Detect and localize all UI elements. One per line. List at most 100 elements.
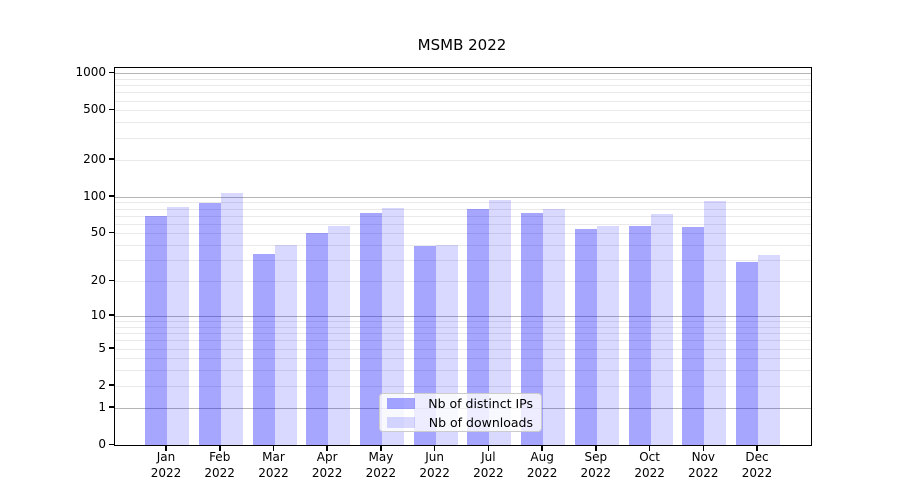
bar-may-distinct-ips	[359, 212, 382, 445]
x-tick-label-sep: Sep 2022	[580, 450, 612, 480]
bar-dec-distinct-ips	[736, 261, 758, 445]
bar-feb-downloads	[220, 193, 243, 445]
y-tick-label-50: 50	[90, 225, 106, 240]
minor-gridline-90	[115, 202, 811, 204]
x-tick-label-jan: Jan 2022	[150, 450, 182, 480]
y-tick-label-20: 20	[90, 273, 106, 288]
minor-gridline-8	[115, 326, 811, 328]
minor-gridline-700	[115, 92, 811, 94]
minor-gridline-30	[115, 260, 811, 262]
y-tick-label-1: 1	[98, 399, 106, 414]
bar-may-downloads	[381, 207, 404, 445]
y-tick-mark-500	[109, 108, 114, 111]
x-tick-label-oct: Oct 2022	[634, 450, 665, 480]
bar-jan-downloads	[167, 206, 189, 445]
minor-gridline-20	[115, 281, 811, 283]
y-tick-label-10: 10	[90, 307, 106, 322]
y-tick-mark-0	[109, 443, 114, 445]
bar-sep-distinct-ips	[574, 229, 597, 445]
bar-oct-downloads	[650, 214, 673, 445]
y-tick-mark-5	[109, 347, 114, 349]
x-tick-label-mar: Mar 2022	[258, 450, 289, 480]
minor-gridline-900	[115, 78, 811, 80]
x-tick-label-jun: Jun 2022	[419, 450, 450, 480]
bar-mar-downloads	[274, 245, 297, 445]
minor-gridline-7	[115, 333, 811, 335]
x-tick-mark-nov	[702, 445, 704, 451]
y-tick-mark-1	[109, 406, 114, 408]
minor-gridline-300	[115, 137, 811, 139]
y-tick-label-5: 5	[98, 340, 106, 355]
x-tick-mark-jul	[487, 445, 490, 451]
x-tick-mark-jun	[433, 445, 436, 451]
y-tick-mark-1000	[109, 71, 114, 74]
x-tick-mark-jan	[165, 445, 167, 451]
bar-jan-distinct-ips	[145, 215, 167, 445]
bar-jul-downloads	[489, 200, 512, 445]
x-tick-label-nov: Nov 2022	[688, 450, 719, 480]
legend: Nb of distinct IPs Nb of downloads	[379, 393, 542, 432]
bar-apr-downloads	[328, 226, 351, 445]
y-tick-mark-10	[109, 314, 114, 316]
bar-jul-distinct-ips	[467, 208, 490, 445]
legend-swatch-downloads	[387, 416, 415, 428]
y-tick-mark-100	[109, 195, 114, 197]
legend-label-downloads: Nb of downloads	[428, 414, 533, 430]
y-tick-mark-2	[109, 384, 114, 386]
y-tick-mark-20	[109, 279, 114, 282]
minor-gridline-4	[115, 358, 811, 360]
x-tick-mark-apr	[326, 445, 328, 451]
x-tick-mark-mar	[272, 445, 275, 451]
bar-nov-downloads	[704, 201, 727, 445]
bar-dec-downloads	[758, 255, 780, 445]
bar-aug-distinct-ips	[521, 212, 544, 445]
plot-area: Nb of distinct IPs Nb of downloads	[114, 67, 812, 446]
y-tick-label-100: 100	[83, 188, 106, 203]
minor-gridline-200	[115, 159, 811, 161]
bar-aug-downloads	[543, 208, 566, 445]
minor-gridline-6	[115, 340, 811, 342]
x-tick-label-jul: Jul 2022	[473, 450, 504, 480]
x-tick-mark-dec	[756, 445, 758, 451]
legend-swatch-distinct-ips	[387, 397, 415, 409]
x-tick-label-feb: Feb 2022	[204, 450, 235, 480]
minor-gridline-500	[115, 110, 811, 112]
y-tick-label-1000: 1000	[75, 65, 106, 80]
x-tick-mark-feb	[219, 445, 221, 451]
minor-gridline-70	[115, 215, 811, 217]
bar-nov-distinct-ips	[682, 227, 705, 445]
x-tick-label-may: May 2022	[365, 450, 397, 480]
x-tick-label-apr: Apr 2022	[311, 450, 343, 480]
minor-gridline-80	[115, 208, 811, 210]
bar-apr-distinct-ips	[306, 233, 329, 445]
x-tick-mark-aug	[541, 445, 543, 451]
minor-gridline-50	[115, 233, 811, 235]
chart-title: MSMB 2022	[417, 36, 507, 54]
legend-item-distinct-ips: Nb of distinct IPs	[387, 396, 533, 411]
minor-gridline-800	[115, 85, 811, 87]
x-tick-label-aug: Aug 2022	[526, 450, 558, 480]
y-tick-label-0: 0	[98, 437, 106, 451]
minor-gridline-40	[115, 245, 811, 247]
minor-gridline-600	[115, 100, 811, 102]
y-tick-label-200: 200	[83, 151, 106, 166]
minor-gridline-9	[115, 321, 811, 323]
x-tick-mark-sep	[595, 445, 597, 451]
minor-gridline-2	[115, 385, 811, 387]
bar-oct-distinct-ips	[628, 226, 651, 445]
major-gridline-100	[115, 196, 811, 198]
bar-mar-distinct-ips	[252, 253, 275, 445]
y-tick-label-2: 2	[98, 377, 106, 392]
y-tick-mark-200	[109, 158, 114, 160]
x-tick-mark-oct	[648, 445, 651, 451]
x-tick-label-dec: Dec 2022	[741, 450, 773, 480]
minor-gridline-60	[115, 223, 811, 225]
legend-item-downloads: Nb of downloads	[387, 415, 533, 430]
bar-feb-distinct-ips	[198, 202, 221, 445]
major-gridline-1000	[115, 73, 811, 75]
minor-gridline-3	[115, 370, 811, 372]
x-tick-mark-may	[380, 445, 382, 451]
y-tick-label-500: 500	[83, 102, 106, 117]
legend-label-distinct-ips: Nb of distinct IPs	[428, 395, 533, 411]
